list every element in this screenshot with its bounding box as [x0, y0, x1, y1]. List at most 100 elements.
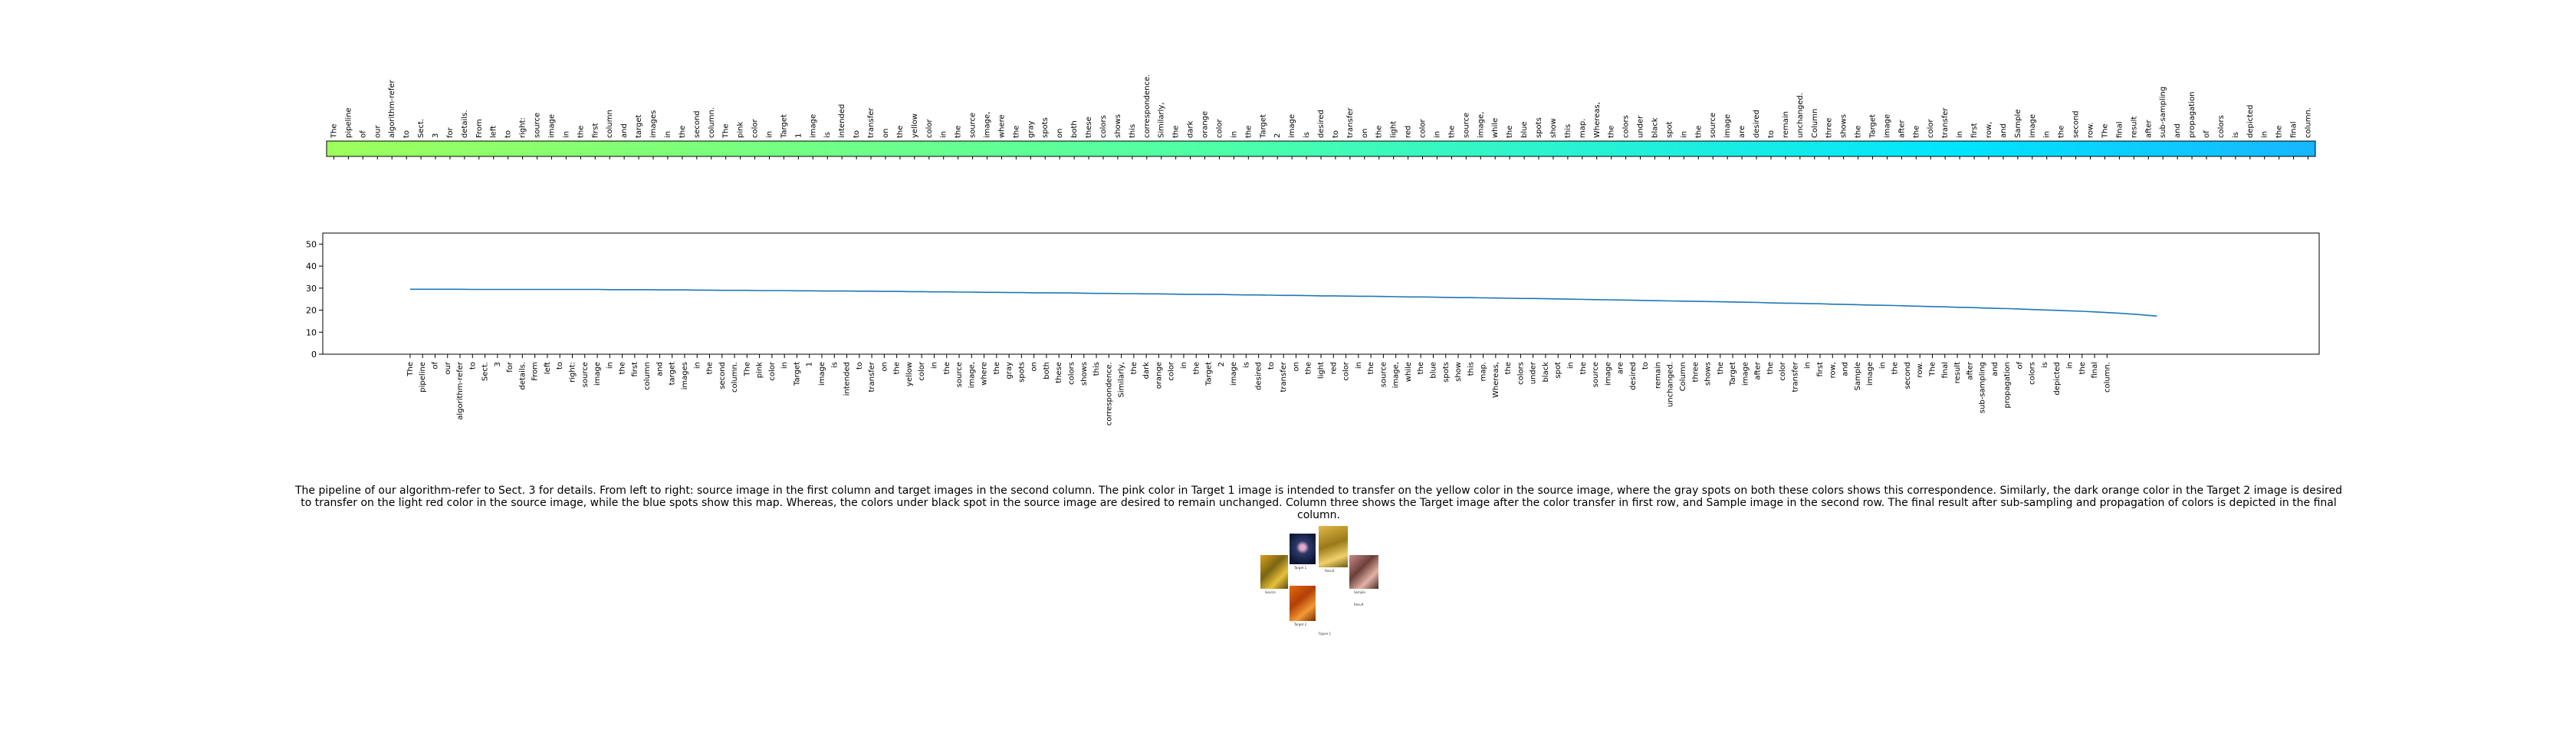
heatmap-word-label: orange	[1201, 111, 1210, 138]
heatmap-word-label: source	[969, 113, 978, 138]
x-tick-label: red	[1329, 362, 1338, 374]
heatmap-word-label: image	[809, 114, 817, 138]
x-tick-label: pipeline	[419, 362, 427, 393]
heatmap-word-label: the	[1447, 126, 1456, 138]
x-tick-label: The	[743, 362, 751, 377]
heatmap-word-label: sub-sampling	[2159, 87, 2167, 138]
heatmap-word-label: in	[562, 131, 570, 138]
heatmap-word-label: the	[2275, 126, 2284, 138]
x-tick-label: second	[718, 362, 727, 389]
x-tick-label: in	[930, 362, 938, 369]
x-tick-label: spot	[1554, 362, 1562, 379]
heatmap-word-label: image	[1288, 114, 1296, 138]
heatmap-word-label: on	[882, 129, 890, 138]
x-tick-label: color	[1168, 361, 1176, 381]
heatmap-word-label: in	[1433, 131, 1441, 138]
heatmap-word-label: pipeline	[344, 107, 353, 138]
x-tick-label: Target	[1729, 362, 1737, 386]
x-tick-label: image	[1230, 362, 1238, 386]
heatmap-word-label: color	[925, 118, 934, 138]
heatmap-word-label: to	[402, 130, 411, 138]
x-tick-label: 2	[1217, 362, 1226, 366]
heatmap-word-label: to	[1332, 130, 1340, 138]
x-tick-label: image	[1866, 362, 1875, 386]
x-tick-label: where	[981, 362, 989, 386]
x-tick-label: 1	[806, 362, 814, 366]
x-tick-label: target	[669, 362, 677, 385]
heatmap-word-label: for	[446, 127, 455, 138]
heatmap-word-label: in	[1956, 131, 1964, 138]
heatmap-word-label: the	[1012, 126, 1020, 138]
heatmap-word-label: source	[534, 113, 542, 138]
heatmap-word-label: transfer	[1346, 107, 1355, 138]
heatmap-word-label: the	[1608, 126, 1616, 138]
x-tick-label: propagation	[2003, 362, 2012, 408]
x-tick-label: orange	[1155, 362, 1163, 389]
heatmap-word-label: image	[1723, 114, 1732, 138]
heatmap-word-label: where	[997, 114, 1006, 138]
x-axis-ticks	[409, 354, 2108, 358]
heatmap-word-label: first	[1970, 123, 1979, 138]
x-tick-label: on	[880, 362, 889, 371]
x-tick-label: result	[1953, 362, 1962, 383]
heatmap-word-label: these	[1085, 117, 1093, 138]
heatmap-word-label: color	[1215, 118, 1224, 138]
heatmap-word-label: in	[664, 131, 672, 138]
heatmap-word-label: transfer	[1941, 107, 1950, 138]
x-tick-label: Sample	[1854, 362, 1862, 391]
heatmap-word-label: target	[635, 115, 643, 138]
heatmap-word-label: the	[1912, 126, 1921, 138]
x-tick-label: the	[943, 362, 951, 374]
heatmap-word-label: blue	[1520, 121, 1529, 138]
x-tick-label: color	[1779, 361, 1787, 381]
heatmap-word-label: the	[577, 126, 585, 138]
heatmap-word-label: to	[853, 130, 861, 138]
x-tick-label: after	[1754, 361, 1763, 380]
heatmap-word-labels: The pipeline of our algorithm-refer to Sect. 3 f…	[330, 74, 2312, 139]
heatmap-word-label: column.	[2305, 107, 2313, 138]
heatmap-word-label: unchanged.	[1796, 93, 1805, 138]
x-tick-label: first	[1816, 362, 1825, 377]
heatmap-word-label: this	[1564, 124, 1572, 138]
x-tick-label: of	[2016, 362, 2024, 370]
figure-caption: The pipeline of our algorithm-refer to S…	[294, 485, 2342, 521]
heatmap-word-label: source	[1462, 113, 1470, 138]
heatmap-word-label: colors	[1099, 115, 1108, 138]
x-tick-label: color	[1342, 361, 1351, 381]
heatmap-word-label: after	[1898, 119, 1906, 138]
x-tick-label: image	[818, 362, 826, 386]
heatmap-word-label: image	[2029, 114, 2037, 138]
heatmap-word-label: color	[751, 118, 760, 138]
heatmap-word-label: image	[547, 114, 556, 138]
heatmap-word-label: pink	[737, 122, 745, 138]
x-tick-label: this	[1092, 362, 1101, 376]
heatmap-word-label: to	[1767, 130, 1776, 138]
y-tick-label: 50	[306, 239, 317, 249]
heatmap-word-label: column	[606, 110, 614, 138]
heatmap-word-label: The	[722, 123, 731, 139]
x-tick-label: algorithm-refer	[456, 361, 465, 420]
x-tick-label: the	[619, 362, 627, 374]
x-tick-label: desired	[1629, 362, 1638, 390]
x-tick-label: is	[1242, 362, 1250, 368]
x-tick-label: under	[1530, 361, 1538, 384]
heatmap-strip	[327, 141, 2315, 156]
x-tick-label: black	[1542, 362, 1550, 383]
x-tick-label: image,	[968, 362, 976, 388]
y-axis: 0 10 20 30 40 50	[306, 239, 323, 360]
heatmap-word-label: map.	[1579, 119, 1587, 138]
x-tick-label: yellow	[905, 362, 914, 386]
x-axis-word-labels: The pipeline of our algorithm-refer to Sect. 3 f…	[406, 361, 2111, 426]
heatmap-word-label: result	[2130, 117, 2138, 138]
x-tick-label: the	[706, 362, 715, 374]
x-tick-label: remain	[1654, 362, 1662, 389]
heatmap-word-label: to	[504, 130, 513, 138]
x-tick-label: row,	[1829, 362, 1837, 378]
heatmap-word-label: shows	[1840, 114, 1848, 138]
x-tick-label: these	[1055, 362, 1063, 383]
heatmap-word-label: Sample	[2014, 110, 2022, 139]
x-tick-label: shows	[1704, 362, 1713, 386]
x-tick-label: depicted	[2053, 362, 2062, 396]
heatmap-word-label: left	[490, 126, 498, 138]
x-tick-label: images	[681, 362, 689, 389]
